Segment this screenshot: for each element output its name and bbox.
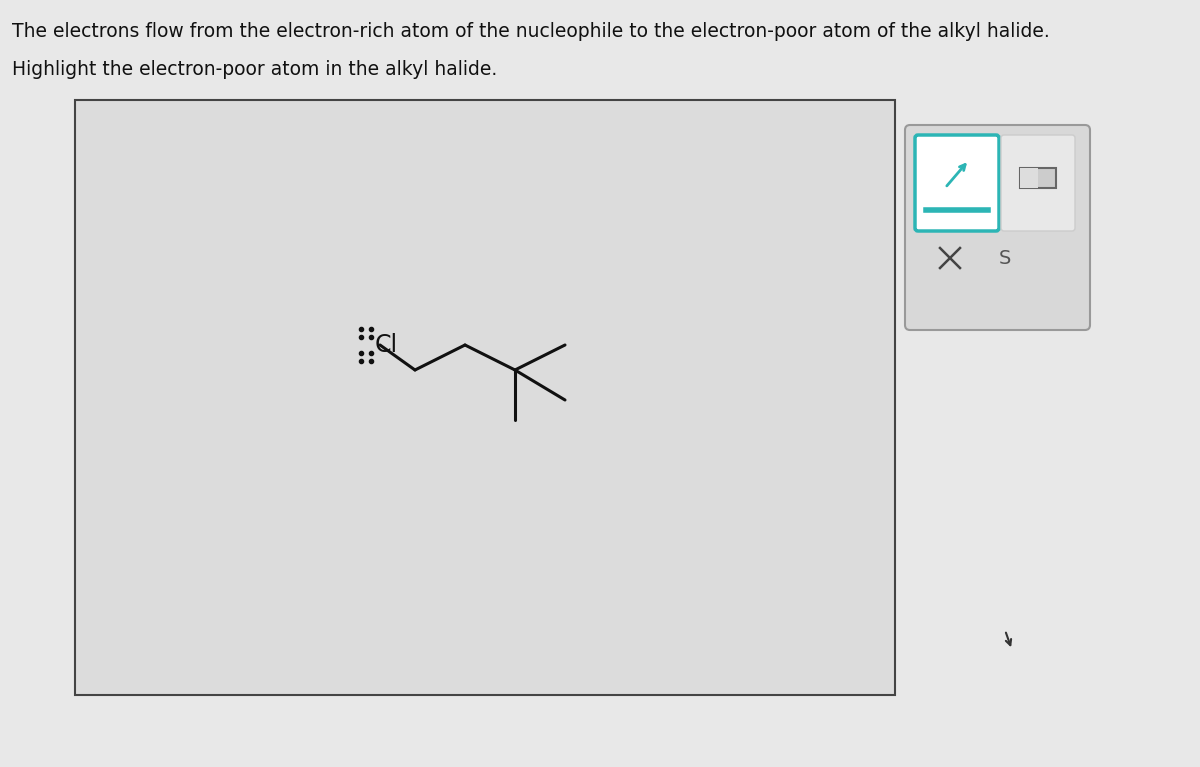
Text: S: S [998, 249, 1012, 268]
Text: Cl: Cl [374, 333, 398, 357]
FancyBboxPatch shape [916, 135, 998, 231]
FancyBboxPatch shape [905, 125, 1090, 330]
FancyBboxPatch shape [1020, 168, 1038, 188]
Bar [74, 100, 895, 695]
Text: The electrons flow from the electron-rich atom of the nucleophile to the electro: The electrons flow from the electron-ric… [12, 22, 1050, 41]
FancyBboxPatch shape [1001, 135, 1075, 231]
FancyBboxPatch shape [1020, 168, 1056, 188]
Text: Highlight the electron-poor atom in the alkyl halide.: Highlight the electron-poor atom in the … [12, 60, 497, 79]
